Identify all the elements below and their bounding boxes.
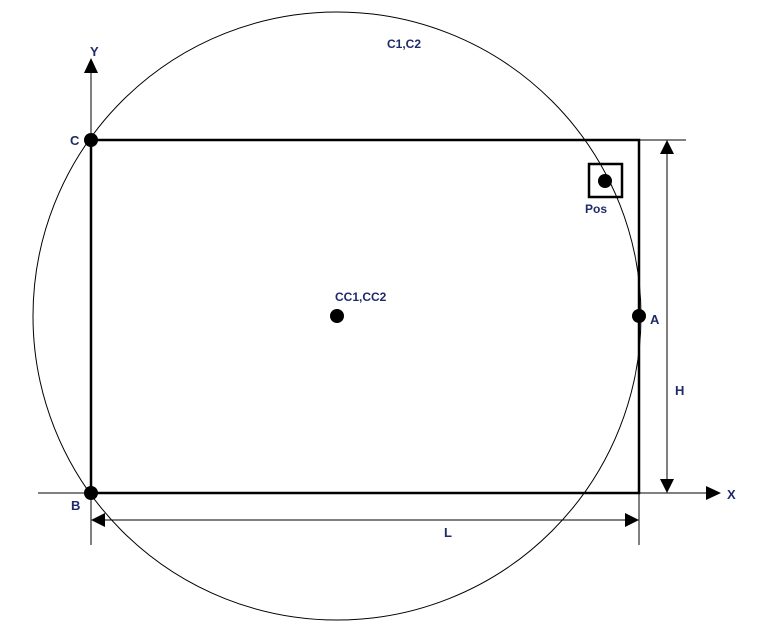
rectangle: [89, 138, 641, 495]
x-axis-label: X: [727, 487, 736, 502]
height-arrow-bottom: [660, 479, 674, 493]
point-c-label: C: [70, 133, 80, 148]
point-b-dot: [84, 486, 98, 500]
circle-label: C1,C2: [387, 37, 421, 51]
point-a-label: A: [650, 312, 660, 327]
center-dot: [330, 309, 344, 323]
length-arrow-right: [625, 513, 639, 527]
height-arrow-top: [660, 140, 674, 154]
point-b-label: B: [71, 498, 80, 513]
y-axis-label: Y: [90, 44, 99, 59]
length-label: L: [444, 525, 452, 540]
pos-label: Pos: [585, 202, 607, 216]
height-label: H: [675, 383, 684, 398]
pos-box: [587, 162, 624, 199]
length-arrow-left: [91, 513, 105, 527]
center-label: CC1,CC2: [335, 290, 387, 304]
y-axis-arrowhead: [84, 58, 98, 73]
point-a-dot: [632, 309, 646, 323]
point-c-dot: [84, 133, 98, 147]
pos-dot: [598, 174, 612, 188]
x-axis-arrowhead: [706, 486, 721, 500]
